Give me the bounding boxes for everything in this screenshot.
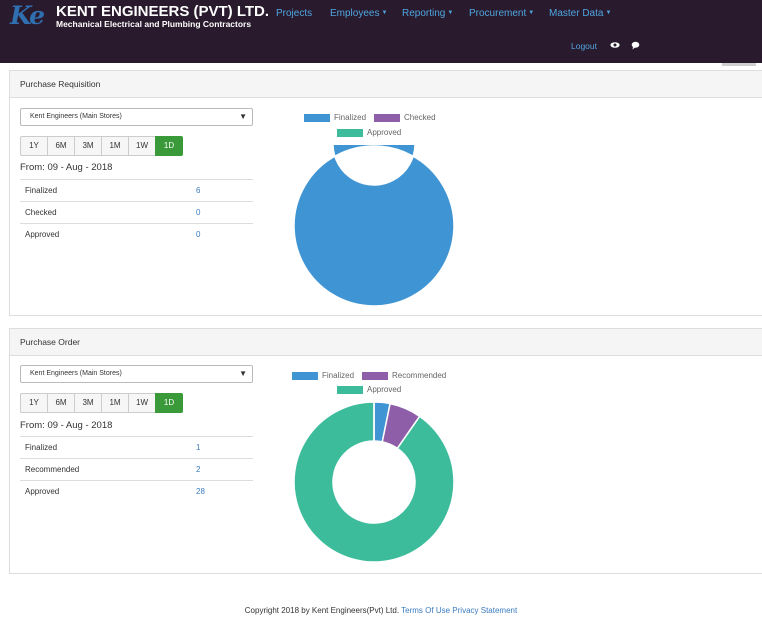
nav-reporting[interactable]: Reporting ▼ xyxy=(402,8,453,19)
eye-icon[interactable] xyxy=(610,41,620,52)
status-label: Approved xyxy=(25,230,60,239)
footer: Copyright 2018 by Kent Engineers(Pvt) Lt… xyxy=(0,606,762,615)
caret-down-icon: ▼ xyxy=(528,10,535,17)
range-1m-button[interactable]: 1M xyxy=(101,393,129,413)
caret-down-icon: ▼ xyxy=(381,10,388,17)
range-6m-button[interactable]: 6M xyxy=(47,393,75,413)
nav-procurement[interactable]: Procurement ▼ xyxy=(469,8,534,19)
status-count-link[interactable]: 6 xyxy=(196,186,201,195)
status-count-link[interactable]: 2 xyxy=(196,465,201,474)
range-1w-button[interactable]: 1W xyxy=(128,393,156,413)
legend-item[interactable]: Approved xyxy=(337,128,401,137)
range-1d-button[interactable]: 1D xyxy=(155,393,183,413)
range-1y-button[interactable]: 1Y xyxy=(20,393,48,413)
donut-slice-approved[interactable] xyxy=(293,401,455,563)
scrollbar-stub xyxy=(722,63,756,66)
nav-employees[interactable]: Employees ▼ xyxy=(330,8,387,19)
legend-swatch xyxy=(304,113,330,122)
donut-slice-finalized[interactable] xyxy=(293,145,455,307)
chat-bubble-icon[interactable] xyxy=(631,41,640,53)
privacy-link[interactable]: Privacy Statement xyxy=(452,606,518,615)
store-select-value: Kent Engineers (Main Stores) xyxy=(30,113,122,120)
legend-item[interactable]: Finalized xyxy=(292,371,354,380)
store-select[interactable]: Kent Engineers (Main Stores) ▼ xyxy=(20,365,253,383)
order-donut-chart xyxy=(293,401,455,563)
table-row: Approved 0 xyxy=(20,223,253,245)
table-row: Recommended 2 xyxy=(20,458,253,480)
legend-swatch xyxy=(292,371,318,380)
caret-down-icon: ▼ xyxy=(605,10,612,17)
from-date: From: 09 - Aug - 2018 xyxy=(20,420,113,431)
nav-master-data[interactable]: Master Data ▼ xyxy=(549,8,611,19)
nav-projects[interactable]: Projects xyxy=(276,8,312,19)
company-name: KENT ENGINEERS (PVT) LTD. xyxy=(56,3,270,20)
terms-link[interactable]: Terms Of Use xyxy=(401,606,451,615)
range-1w-button[interactable]: 1W xyxy=(128,136,156,156)
table-row: Finalized 6 xyxy=(20,179,253,201)
status-label: Approved xyxy=(25,487,60,496)
status-count-link[interactable]: 1 xyxy=(196,443,201,452)
from-date: From: 09 - Aug - 2018 xyxy=(20,162,113,173)
legend-swatch xyxy=(374,113,400,122)
range-1y-button[interactable]: 1Y xyxy=(20,136,48,156)
status-table: Finalized 1 Recommended 2 Approved 28 xyxy=(20,436,253,502)
table-row: Finalized 1 xyxy=(20,436,253,458)
copyright-text: Copyright 2018 by Kent Engineers(Pvt) Lt… xyxy=(244,606,400,615)
nav-master-data-label: Master Data xyxy=(549,8,604,19)
legend-swatch xyxy=(337,385,363,394)
nav-reporting-label: Reporting xyxy=(402,8,446,19)
range-1m-button[interactable]: 1M xyxy=(101,136,129,156)
range-button-group: 1Y 6M 3M 1M 1W 1D xyxy=(20,393,183,413)
status-label: Finalized xyxy=(25,443,58,452)
legend-label: Finalized xyxy=(334,113,367,122)
store-select[interactable]: Kent Engineers (Main Stores) ▼ xyxy=(20,108,253,126)
panel-heading: Purchase Requisition xyxy=(10,71,762,98)
range-1d-button[interactable]: 1D xyxy=(155,136,183,156)
legend-swatch xyxy=(362,371,388,380)
legend-swatch xyxy=(337,128,363,137)
nav-procurement-label: Procurement xyxy=(469,8,527,19)
legend-label: Approved xyxy=(367,128,402,137)
range-button-group: 1Y 6M 3M 1M 1W 1D xyxy=(20,136,183,156)
table-row: Checked 0 xyxy=(20,201,253,223)
legend-label: Finalized xyxy=(322,371,355,380)
top-navbar: Ke KENT ENGINEERS (PVT) LTD. Mechanical … xyxy=(0,0,762,63)
nav-projects-label: Projects xyxy=(276,8,313,19)
status-label: Checked xyxy=(25,208,57,217)
range-6m-button[interactable]: 6M xyxy=(47,136,75,156)
range-3m-button[interactable]: 3M xyxy=(74,393,102,413)
legend-item[interactable]: Finalized xyxy=(304,113,366,122)
logo-mark: Ke xyxy=(10,1,45,30)
nav-employees-label: Employees xyxy=(330,8,380,19)
legend-item[interactable]: Checked xyxy=(374,113,436,122)
legend-item[interactable]: Recommended xyxy=(362,371,446,380)
table-row: Approved 28 xyxy=(20,480,253,502)
status-count-link[interactable]: 0 xyxy=(196,230,201,239)
dropdown-arrow-icon: ▼ xyxy=(239,112,247,121)
purchase-requisition-panel: Purchase Requisition Kent Engineers (Mai… xyxy=(9,70,762,316)
legend-item[interactable]: Approved xyxy=(337,385,401,394)
status-label: Finalized xyxy=(25,186,58,195)
legend-label: Recommended xyxy=(392,371,447,380)
status-count-link[interactable]: 0 xyxy=(196,208,201,217)
logout-link[interactable]: Logout xyxy=(571,41,597,51)
purchase-order-panel: Purchase Order Kent Engineers (Main Stor… xyxy=(9,328,762,574)
store-select-value: Kent Engineers (Main Stores) xyxy=(30,370,122,377)
legend-label: Checked xyxy=(404,113,436,122)
status-table: Finalized 6 Checked 0 Approved 0 xyxy=(20,179,253,245)
company-tagline: Mechanical Electrical and Plumbing Contr… xyxy=(56,19,252,29)
range-3m-button[interactable]: 3M xyxy=(74,136,102,156)
requisition-donut-chart xyxy=(293,145,455,307)
caret-down-icon: ▼ xyxy=(447,10,454,17)
status-count-link[interactable]: 28 xyxy=(196,487,205,496)
legend-label: Approved xyxy=(367,385,402,394)
panel-heading: Purchase Order xyxy=(10,329,762,356)
status-label: Recommended xyxy=(25,465,80,474)
dropdown-arrow-icon: ▼ xyxy=(239,369,247,378)
